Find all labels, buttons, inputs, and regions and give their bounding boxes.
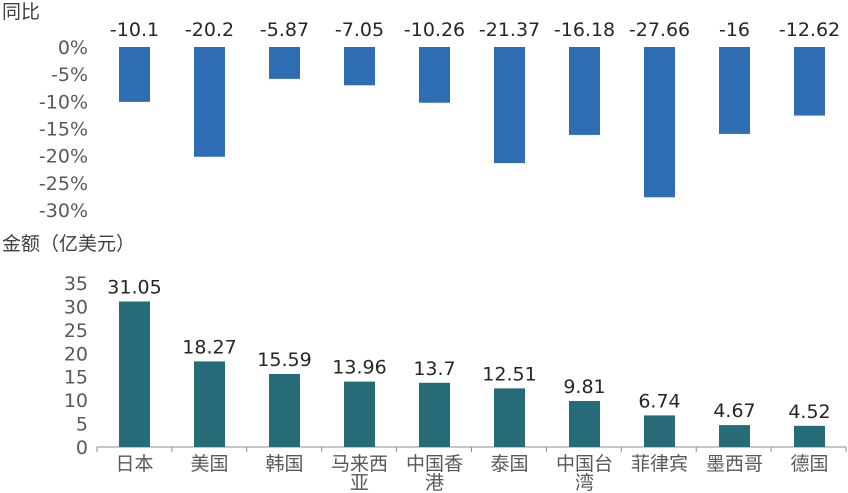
bottom-value-label: 15.59 [257, 349, 311, 371]
top-bar [344, 47, 375, 86]
x-category-label: 泰国 [490, 453, 528, 475]
bottom-bar [269, 373, 300, 447]
x-category-label: 日本 [115, 453, 153, 475]
bottom-bar [569, 401, 600, 447]
x-category-label: 墨西哥 [706, 453, 763, 475]
top-bar [569, 47, 600, 135]
top-ytick-label: -25% [39, 173, 88, 195]
bottom-bar [719, 425, 750, 447]
top-value-label: -27.66 [629, 19, 690, 41]
top-ytick-label: -30% [39, 200, 88, 222]
top-value-label: -7.05 [335, 19, 384, 41]
x-category-label: 菲律宾 [631, 453, 688, 475]
bottom-value-label: 13.7 [413, 358, 455, 380]
bottom-value-label: 18.27 [182, 336, 236, 358]
top-ytick-label: -5% [51, 64, 88, 86]
bottom-value-label: 6.74 [638, 390, 680, 412]
top-value-label: -10.26 [404, 19, 465, 41]
x-category-label: 中国台 [556, 453, 613, 475]
x-category-label: 湾 [575, 472, 594, 493]
bottom-ytick-label: 15 [64, 367, 88, 389]
x-category-label: 德国 [790, 453, 828, 475]
x-category-label: 亚 [350, 472, 369, 493]
bottom-bar [344, 381, 375, 447]
top-bar [719, 47, 750, 134]
bottom-ytick-label: 30 [64, 296, 88, 318]
x-category-label: 港 [425, 472, 444, 493]
bottom-bar [194, 361, 225, 447]
top-bar [194, 47, 225, 157]
bottom-value-label: 4.52 [788, 401, 830, 423]
top-bar [494, 47, 525, 164]
bottom-ytick-label: 0 [76, 437, 88, 459]
x-category-label: 中国香 [406, 453, 463, 475]
top-value-label: -12.62 [779, 19, 840, 41]
bottom-ytick-label: 35 [64, 273, 88, 295]
bottom-axis-title: 金额（亿美元） [2, 233, 135, 255]
top-bar [419, 47, 450, 103]
top-value-label: -16.18 [554, 19, 615, 41]
top-value-label: -10.1 [110, 19, 159, 41]
top-ytick-label: -10% [39, 91, 88, 113]
bottom-bar [419, 382, 450, 447]
top-value-label: -5.87 [260, 19, 309, 41]
bottom-ytick-label: 25 [64, 320, 88, 342]
bottom-value-label: 31.05 [107, 277, 161, 299]
bottom-bar [119, 301, 150, 447]
bottom-bar [644, 415, 675, 447]
top-bar [119, 47, 150, 102]
bottom-ytick-label: 5 [76, 414, 88, 436]
bottom-bar [494, 388, 525, 447]
top-value-label: -16 [719, 19, 750, 41]
bottom-value-label: 9.81 [563, 376, 605, 398]
top-value-label: -21.37 [479, 19, 540, 41]
top-axis-title: 同比 [2, 1, 40, 23]
bottom-value-label: 13.96 [332, 357, 386, 379]
x-category-label: 美国 [190, 453, 228, 475]
top-value-label: -20.2 [185, 19, 234, 41]
bottom-value-label: 12.51 [482, 363, 536, 385]
bottom-ytick-label: 20 [64, 343, 88, 365]
x-category-label: 马来西 [331, 453, 388, 475]
yoy-change-chart: 同比 0% -5% -10% -15% -20% -25% -30% -10.1 -20.2 -5.… [2, 1, 840, 222]
bottom-value-label: 4.67 [713, 400, 755, 422]
top-bar [269, 47, 300, 79]
top-ytick-label: -20% [39, 146, 88, 168]
x-category-label: 韩国 [265, 453, 303, 475]
bottom-bar [794, 425, 825, 447]
top-bar [794, 47, 825, 116]
top-ytick-label: -15% [39, 119, 88, 141]
top-ytick-label: 0% [58, 37, 88, 59]
top-bar [644, 47, 675, 198]
bottom-ytick-label: 10 [64, 390, 88, 412]
